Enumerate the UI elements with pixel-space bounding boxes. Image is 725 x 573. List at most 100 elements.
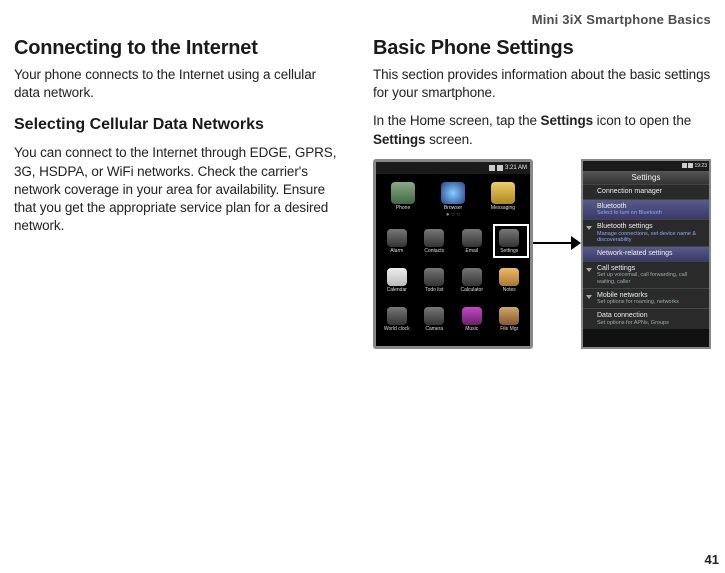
video-editor-icon [499,346,519,349]
chapter-title: Mini 3iX Smartphone Basics [14,12,711,27]
app-icon-calculator: Calculator [455,259,489,293]
heading-basic-settings: Basic Phone Settings [373,37,711,60]
app-icon-file-mgr: File Mgr [492,298,526,332]
page-number: 41 [705,552,719,567]
settings-item-call-settings: Call settingsSet up voicemail, call forw… [583,261,709,288]
signal-icon [489,165,495,171]
videos-icon [387,346,407,349]
phone-screenshot: 3:21 AM PhoneBrowserMessaging● ○ ○AlarmC… [373,159,533,349]
app-label: Todo list [425,287,443,293]
app-label: Messaging [491,205,515,211]
settings-statusbar: 19:23 [583,161,709,171]
app-label: Camera [425,326,443,332]
phone-statusbar: 3:21 AM [376,162,530,174]
settings-item-mobile-networks: Mobile networksSet options for roaming, … [583,288,709,309]
app-icon-contacts: Contacts [417,220,451,254]
chevron-down-icon [586,226,592,230]
notes-icon [499,268,519,286]
settings-time: 19:23 [694,163,707,169]
app-label: Calendar [387,287,407,293]
settings-item-title: Network-related settings [597,250,705,258]
app-row: Calendar Todo list Calculator Notes [376,256,530,295]
left-column: Connecting to the Internet Your phone co… [14,37,345,349]
app-icon-videos: Videos [380,337,414,349]
settings-screenshot: 19:23 Settings Connection manager Bluetoo… [581,159,711,349]
content-columns: Connecting to the Internet Your phone co… [14,37,711,349]
app-icon-camera: Camera [417,298,451,332]
arrow-head-icon [571,236,581,250]
settings-item-data-connection: Data connectionSet options for APNs, Gro… [583,308,709,329]
settings-item-subtitle: Set options for roaming, networks [597,299,705,305]
settings-item-connection-manager: Connection manager [583,184,709,199]
chevron-down-icon [586,268,592,272]
app-icon-phone: Phone [386,177,420,211]
battery-icon [497,165,503,171]
settings-item-network-related-settings: Network-related settings [583,246,709,261]
settings-item-title: Mobile networks [597,292,705,300]
calendar-icon [387,268,407,286]
figure-row: 3:21 AM PhoneBrowserMessaging● ○ ○AlarmC… [373,159,711,349]
app-label: Browser [444,205,462,211]
app-icon-calendar: Calendar [380,259,414,293]
app-icon-email: Email [455,220,489,254]
settings-item-title: Bluetooth settings [597,223,705,231]
text-post: screen. [425,132,472,147]
settings-item-subtitle: Select to turn on Bluetooth [597,210,705,216]
app-icon-music: Music [455,298,489,332]
app-icon-todo-list: Todo list [417,259,451,293]
signal-icon [682,163,687,168]
settings-item-title: Connection manager [597,188,705,196]
arrow [533,233,581,253]
heading-selecting: Selecting Cellular Data Networks [14,116,345,134]
para-tap-settings: In the Home screen, tap the Settings ico… [373,112,711,148]
app-label: File Mgr [500,326,518,332]
settings-title: Settings [583,171,709,184]
settings-item-subtitle: Set options for APNs, Groups [597,320,705,326]
settings-item-title: Bluetooth [597,203,705,211]
app-label: Alarm [390,248,403,254]
battery-icon [688,163,693,168]
heading-connecting: Connecting to the Internet [14,37,345,60]
para-connecting: Your phone connects to the Internet usin… [14,66,345,102]
phone-icon [391,182,415,204]
world-clock-icon [387,307,407,325]
app-icon-notes: Notes [492,259,526,293]
app-label: World clock [384,326,410,332]
text-settings-2: Settings [373,132,425,147]
app-row: Phone Browser Messaging [376,174,530,213]
app-label: Notes [503,287,516,293]
recorder-icon [462,346,482,349]
right-column: Basic Phone Settings This section provid… [373,37,711,349]
app-icon-recorder: Recorder [455,337,489,349]
arrow-line [533,242,573,244]
pictures-icon [424,346,444,349]
settings-item-title: Call settings [597,265,705,273]
settings-item-subtitle: Set up voicemail, call forwarding, call … [597,272,705,284]
settings-highlight-box [493,224,529,258]
music-icon [462,307,482,325]
calculator-icon [462,268,482,286]
alarm-icon [387,229,407,247]
app-label: Music [465,326,478,332]
app-label: Phone [396,205,410,211]
para-selecting: You can connect to the Internet through … [14,144,345,235]
settings-item-bluetooth-settings: Bluetooth settingsManage connections, se… [583,219,709,246]
file-mgr-icon [499,307,519,325]
app-row: World clock Camera Music File Mgr [376,295,530,334]
settings-item-subtitle: Manage connections, set device name & di… [597,231,705,243]
app-label: Email [465,248,478,254]
app-row: VideosPicturesRecorderVideo Editor [376,334,530,349]
contacts-icon [424,229,444,247]
text-settings-1: Settings [541,113,593,128]
app-icon-messaging: Messaging [486,177,520,211]
app-label: Contacts [424,248,444,254]
phone-time: 3:21 AM [505,165,527,171]
browser-icon [441,182,465,204]
app-icon-browser: Browser [436,177,470,211]
text-pre: In the Home screen, tap the [373,113,541,128]
app-icon-pictures: Pictures [417,337,451,349]
app-icon-alarm: Alarm [380,220,414,254]
text-mid: icon to open the [593,113,691,128]
settings-item-title: Data connection [597,312,705,320]
email-icon [462,229,482,247]
